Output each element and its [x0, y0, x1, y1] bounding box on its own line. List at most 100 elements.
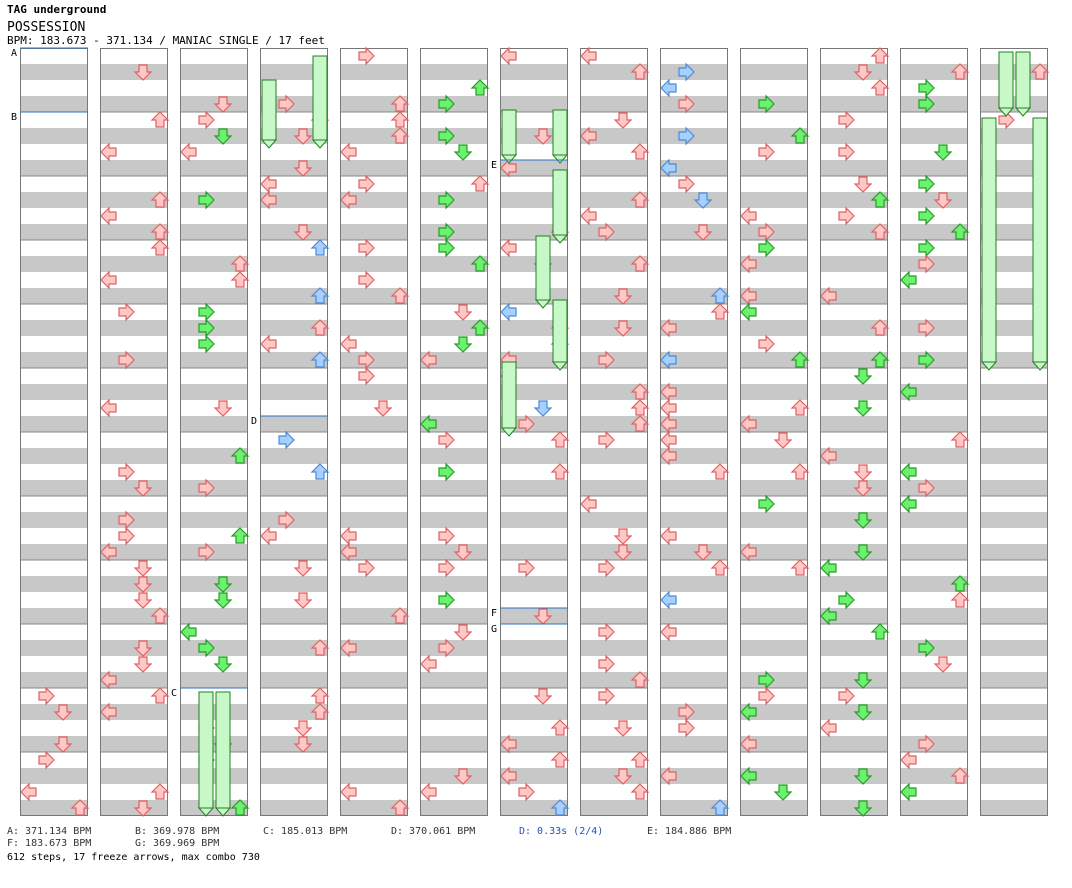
beat-stripe	[900, 512, 968, 528]
step-arrow	[838, 110, 855, 130]
beat-stripe	[260, 768, 328, 784]
beat-stripe	[100, 608, 168, 624]
step-arrow	[853, 704, 873, 721]
step-arrow	[438, 94, 455, 114]
step-arrow	[133, 800, 153, 817]
beat-stripe	[20, 352, 88, 368]
step-arrow	[358, 46, 375, 66]
beat-stripe	[820, 288, 888, 304]
freeze-arrow	[261, 79, 277, 141]
beat-stripe	[820, 128, 888, 144]
bpm-legend-a: A: 371.134 BPM	[7, 826, 92, 837]
beat-stripe	[260, 256, 328, 272]
beat-stripe	[900, 672, 968, 688]
step-arrow	[598, 222, 615, 242]
step-arrow	[740, 206, 757, 226]
beat-stripe	[580, 544, 648, 560]
beat-stripe	[820, 512, 888, 528]
step-arrow	[390, 799, 410, 816]
beat-stripe	[740, 160, 808, 176]
beat-stripe	[340, 768, 408, 784]
step-arrow	[918, 350, 935, 370]
step-arrow	[580, 494, 597, 514]
step-arrow	[373, 400, 393, 417]
beat-stripe	[980, 160, 1048, 176]
bpm-legend-c: C: 185.013 BPM	[263, 826, 348, 837]
beat-stripe	[820, 96, 888, 112]
step-arrow	[918, 206, 935, 226]
step-arrow	[598, 654, 615, 674]
beat-stripe	[660, 800, 728, 816]
step-arrow	[820, 558, 837, 578]
step-arrow	[693, 544, 713, 561]
step-arrow	[278, 510, 295, 530]
step-arrow	[118, 462, 135, 482]
step-arrow	[358, 174, 375, 194]
beat-stripe	[340, 640, 408, 656]
beat-stripe	[20, 704, 88, 720]
beat-stripe	[100, 256, 168, 272]
beat-stripe	[500, 320, 568, 336]
marker-label: E	[491, 160, 497, 171]
column-border	[260, 48, 328, 816]
beat-stripe	[340, 800, 408, 816]
step-arrow	[533, 608, 553, 625]
step-arrow	[438, 430, 455, 450]
freeze-arrow-tail	[980, 361, 998, 371]
bpm-legend-b: B: 369.978 BPM	[135, 826, 220, 837]
step-arrow	[613, 768, 633, 785]
step-arrow	[533, 128, 553, 145]
beat-stripe	[20, 736, 88, 752]
step-arrow	[740, 766, 757, 786]
step-arrow	[230, 255, 250, 272]
step-arrow	[630, 191, 650, 208]
beat-stripe	[340, 128, 408, 144]
beat-stripe	[500, 704, 568, 720]
beat-stripe	[980, 256, 1048, 272]
beat-stripe	[180, 288, 248, 304]
beat-stripe	[980, 384, 1048, 400]
beat-stripe	[900, 384, 968, 400]
step-arrow	[118, 526, 135, 546]
step-arrow	[470, 79, 490, 96]
freeze-arrow-tail	[551, 361, 569, 371]
step-arrow	[918, 94, 935, 114]
step-arrow	[150, 239, 170, 256]
beat-stripe	[980, 224, 1048, 240]
step-stats: 612 steps, 17 freeze arrows, max combo 7…	[7, 852, 260, 863]
step-arrow	[198, 542, 215, 562]
beat-stripe	[260, 128, 328, 144]
step-arrow	[420, 350, 437, 370]
beat-stripe	[260, 640, 328, 656]
beat-stripe	[100, 448, 168, 464]
beat-stripe	[740, 320, 808, 336]
beat-stripe	[580, 704, 648, 720]
beat-stripe	[500, 800, 568, 816]
beat-stripe	[260, 160, 328, 176]
step-arrow	[453, 624, 473, 641]
step-arrow	[438, 462, 455, 482]
bpm-legend-g: G: 369.969 BPM	[135, 838, 220, 849]
beat-stripe	[740, 768, 808, 784]
beat-stripe	[500, 672, 568, 688]
beat-stripe	[500, 448, 568, 464]
freeze-arrow-tail	[997, 107, 1015, 117]
step-arrow	[758, 142, 775, 162]
beat-stripe	[500, 544, 568, 560]
beat-stripe	[420, 320, 488, 336]
step-arrow	[710, 559, 730, 576]
beat-stripe	[980, 512, 1048, 528]
beat-stripe	[580, 768, 648, 784]
step-arrow	[293, 224, 313, 241]
step-arrow	[660, 590, 677, 610]
step-arrow	[630, 255, 650, 272]
beat-stripe	[660, 256, 728, 272]
beat-stripe	[340, 416, 408, 432]
beat-stripe	[820, 192, 888, 208]
beat-stripe	[420, 800, 488, 816]
freeze-arrow-tail	[1031, 361, 1049, 371]
beat-stripe	[180, 160, 248, 176]
step-arrow	[900, 270, 917, 290]
step-arrow	[293, 592, 313, 609]
beat-stripe	[820, 480, 888, 496]
